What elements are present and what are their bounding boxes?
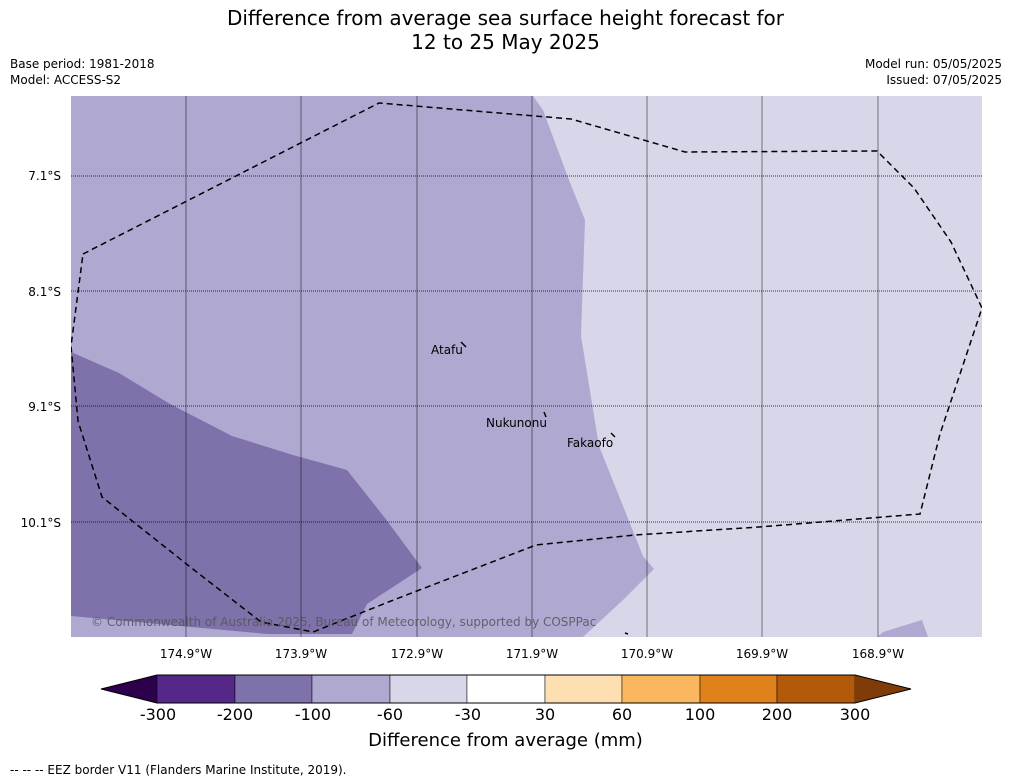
lat-label-10-1: 10.1°S bbox=[20, 516, 61, 530]
lon-label-169-9: 169.9°W bbox=[735, 647, 789, 661]
colorbar-tick-60: 60 bbox=[611, 705, 633, 724]
lon-label-173-9: 173.9°W bbox=[274, 647, 328, 661]
lat-label-7-1: 7.1°S bbox=[28, 169, 61, 183]
colorbar-tick-minus-60: -60 bbox=[376, 705, 404, 724]
lon-label-174-9: 174.9°W bbox=[159, 647, 213, 661]
map-title: Difference from average sea surface heig… bbox=[0, 6, 1011, 54]
model-run: Model run: 05/05/2025 bbox=[864, 57, 1002, 71]
lat-label-8-1: 8.1°S bbox=[28, 285, 61, 299]
colorbar-outline bbox=[100, 674, 912, 704]
atafu-island-shape bbox=[460, 341, 467, 348]
colorbar-tick-minus-200: -200 bbox=[216, 705, 254, 724]
colorbar-swatch-4 bbox=[389, 674, 468, 704]
colorbar-swatch-3 bbox=[311, 674, 391, 704]
colorbar-tick-minus-300: -300 bbox=[139, 705, 177, 724]
lon-label-170-9: 170.9°W bbox=[620, 647, 674, 661]
colorbar-swatch-9 bbox=[776, 674, 856, 704]
copyright-notice: © Commonwealth of Australia 2025, Bureau… bbox=[91, 615, 596, 629]
fakaofo-island-shape bbox=[610, 432, 616, 438]
nukunonu-label: Nukunonu bbox=[486, 416, 547, 430]
island-atafu: Atafu bbox=[431, 341, 467, 357]
colorbar-tick-30: 30 bbox=[534, 705, 556, 724]
band-dark-region bbox=[71, 352, 422, 634]
colorbar-swatch-8 bbox=[699, 674, 778, 704]
lon-label-172-9: 172.9°W bbox=[390, 647, 444, 661]
colorbar-swatch-6 bbox=[544, 674, 623, 704]
fakaofo-label: Fakaofo bbox=[567, 436, 613, 450]
eez-footnote: -- -- -- EEZ border V11 (Flanders Marine… bbox=[10, 763, 347, 777]
colorbar-high-extend bbox=[855, 675, 911, 703]
colorbar-tick-minus-30: -30 bbox=[454, 705, 482, 724]
title-line-2: 12 to 25 May 2025 bbox=[411, 30, 600, 54]
colorbar-swatch-5 bbox=[466, 674, 546, 704]
map-canvas: Atafu Nukunonu Fakaofo © Commonwealth of… bbox=[71, 96, 982, 637]
model-name: Model: ACCESS-S2 bbox=[10, 73, 122, 87]
map-panel[interactable]: Atafu Nukunonu Fakaofo © Commonwealth of… bbox=[71, 96, 982, 637]
lat-label-9-1: 9.1°S bbox=[28, 400, 61, 414]
meta-left: Base period: 1981-2018 Model: ACCESS-S2 bbox=[10, 56, 155, 88]
colorbar-swatch-7 bbox=[621, 674, 701, 704]
eez-border bbox=[71, 102, 982, 633]
meta-right: Model run: 05/05/2025 Issued: 07/05/2025 bbox=[865, 56, 1002, 88]
base-period: Base period: 1981-2018 bbox=[10, 57, 155, 71]
colorbar-low-extend bbox=[101, 675, 157, 703]
island-nukunonu: Nukunonu bbox=[486, 411, 547, 430]
swains-marker bbox=[624, 632, 629, 635]
colorbar-swatch-2 bbox=[234, 674, 313, 704]
colorbar-swatch-1 bbox=[156, 674, 236, 704]
nukunonu-island-shape bbox=[543, 411, 547, 418]
atafu-label: Atafu bbox=[431, 343, 463, 357]
title-line-1: Difference from average sea surface heig… bbox=[226, 6, 785, 30]
colorbar-tick-200: 200 bbox=[761, 705, 793, 724]
lon-label-171-9: 171.9°W bbox=[505, 647, 559, 661]
colorbar-title: Difference from average (mm) bbox=[368, 730, 643, 751]
colorbar-tick-minus-100: -100 bbox=[294, 705, 332, 724]
issued-date: Issued: 07/05/2025 bbox=[886, 73, 1002, 87]
colorbar-tick-100: 100 bbox=[684, 705, 716, 724]
colorbar bbox=[100, 674, 912, 704]
colorbar-tick-300: 300 bbox=[839, 705, 871, 724]
band-medium-region-corner bbox=[877, 620, 928, 637]
lon-label-168-9: 168.9°W bbox=[851, 647, 905, 661]
island-fakaofo: Fakaofo bbox=[567, 432, 616, 450]
